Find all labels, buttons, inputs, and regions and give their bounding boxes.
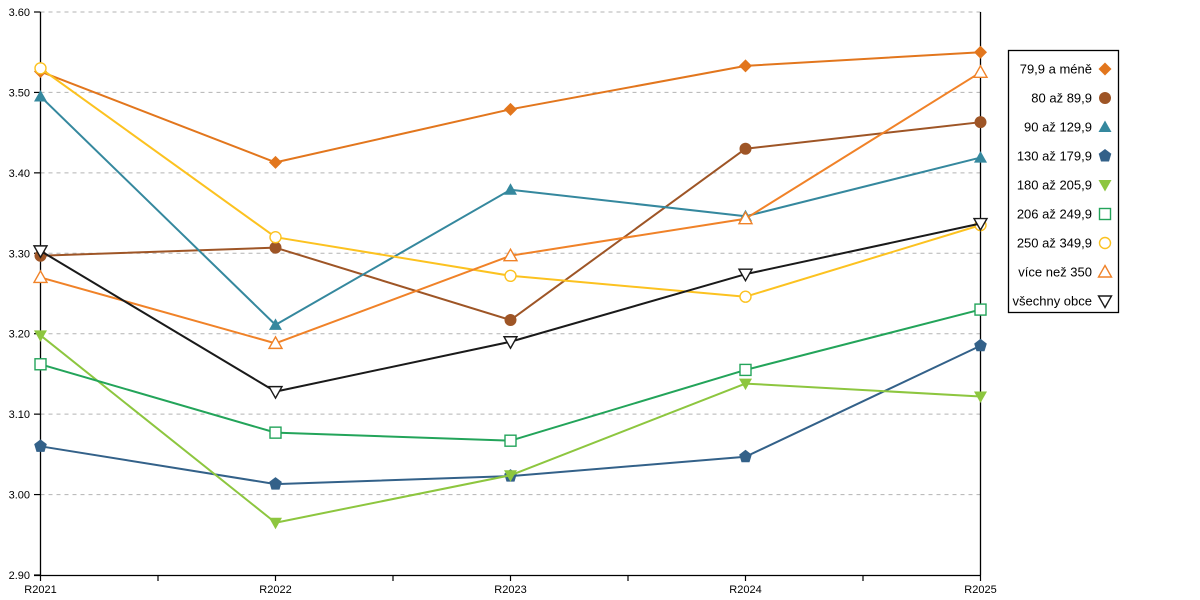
data-point-marker [504,102,517,116]
series-6 [34,303,987,447]
legend-marker-pentagon-filled [1098,149,1112,162]
legend-label: 79,9 a méně [1020,62,1092,77]
data-point-marker [739,378,752,391]
data-point-marker [504,183,517,195]
data-point-marker [974,116,987,129]
x-axis-label: R2025 [964,584,996,596]
y-axis-label: 3.20 [9,329,30,341]
y-axis-label: 3.30 [9,248,30,260]
legend-item: 180 až 205,9 [1017,178,1112,193]
data-point-marker [269,517,282,530]
legend: 79,9 a méně 80 až 89,9 90 až 129,9 130 až 1… [1007,49,1120,314]
data-point-marker [32,245,49,259]
data-point-marker [269,318,282,330]
series-2 [34,116,987,327]
plot-area [32,45,989,530]
series-line [39,95,981,326]
legend-item: 206 až 249,9 [1017,207,1112,222]
legend-item: všechny obce [1013,294,1113,309]
legend-marker-diamond-filled [1098,62,1112,76]
series-line [39,67,981,298]
series-9 [32,217,989,400]
legend-marker-triangle-up-filled [1098,120,1112,132]
data-point-marker [737,210,754,225]
legend-label: více než 350 [1018,265,1092,280]
legend-label: 90 až 129,9 [1024,120,1092,135]
legend-item: 80 až 89,9 [1031,91,1111,106]
data-point-marker [737,268,754,283]
series-8 [32,64,989,350]
data-point-marker [504,314,517,327]
series-line [40,121,981,322]
legend-marker-triangle-down-filled [1098,180,1112,192]
legend-label: všechny obce [1013,294,1093,309]
series-3 [34,89,987,330]
legend-marker-triangle-down-open [1097,295,1113,309]
data-point-marker [739,449,752,463]
data-point-marker [34,358,47,371]
x-axis-label: R2021 [24,584,56,596]
legend-label: 80 až 89,9 [1031,91,1092,106]
legend-item: 79,9 a méně [1020,62,1112,77]
data-point-marker [267,335,284,350]
data-point-marker [739,363,752,377]
data-point-marker [974,303,987,316]
legend-item: 90 až 129,9 [1024,120,1112,135]
data-point-marker [269,477,282,490]
data-point-marker [502,336,519,350]
data-point-marker [974,45,987,59]
legend-label: 250 až 349,9 [1017,236,1092,251]
data-point-marker [34,330,47,342]
data-point-marker [974,338,987,352]
legend-label: 206 až 249,9 [1017,207,1092,222]
legend-marker-triangle-up-open [1097,264,1113,278]
data-point-marker [34,62,47,75]
data-point-marker [739,142,752,155]
series-7 [34,62,987,303]
legend-item: 250 až 349,9 [1017,236,1112,251]
x-axis-label: R2023 [494,584,526,596]
legend-marker-circle-filled [1099,92,1111,104]
x-axis-label: R2024 [729,584,761,596]
data-point-marker [739,59,752,73]
legend-label: 130 až 179,9 [1017,149,1092,164]
data-point-marker [739,290,752,303]
data-point-marker [502,247,519,262]
axes: 2.90 3.00 3.10 3.20 3.30 3.40 3.50 3.60 R2021 R20… [9,7,997,596]
series-line [39,334,981,524]
data-point-marker [267,385,284,400]
y-axis-label: 3.60 [9,7,30,19]
data-point-marker [269,426,282,439]
y-axis-label: 3.00 [9,490,30,502]
data-point-marker [974,151,987,163]
data-point-marker [34,439,47,452]
legend-marker-circle-open [1098,236,1112,250]
x-axis-label: R2022 [259,584,291,596]
data-point-marker [269,241,282,254]
legend-item: více než 350 [1018,264,1113,280]
series-line [40,308,981,442]
series-1 [34,45,987,169]
y-axis-label: 2.90 [9,570,30,582]
legend-label: 180 až 205,9 [1017,178,1092,193]
series-line [40,344,981,486]
data-point-marker [972,217,989,232]
data-point-marker [269,230,282,244]
y-axis-label: 3.50 [9,87,30,99]
y-axis-label: 3.10 [9,409,30,421]
data-point-marker [504,269,517,283]
series-5 [34,330,987,530]
data-point-marker [974,391,987,403]
data-point-marker [269,155,282,169]
data-point-marker [32,269,49,284]
legend-item: 130 až 179,9 [1017,149,1112,164]
data-point-marker [504,470,517,482]
legend-marker-square-open [1098,207,1112,221]
data-point-marker [34,89,47,102]
data-point-marker [504,434,517,447]
y-axis-label: 3.40 [9,168,30,180]
data-point-marker [972,64,989,79]
